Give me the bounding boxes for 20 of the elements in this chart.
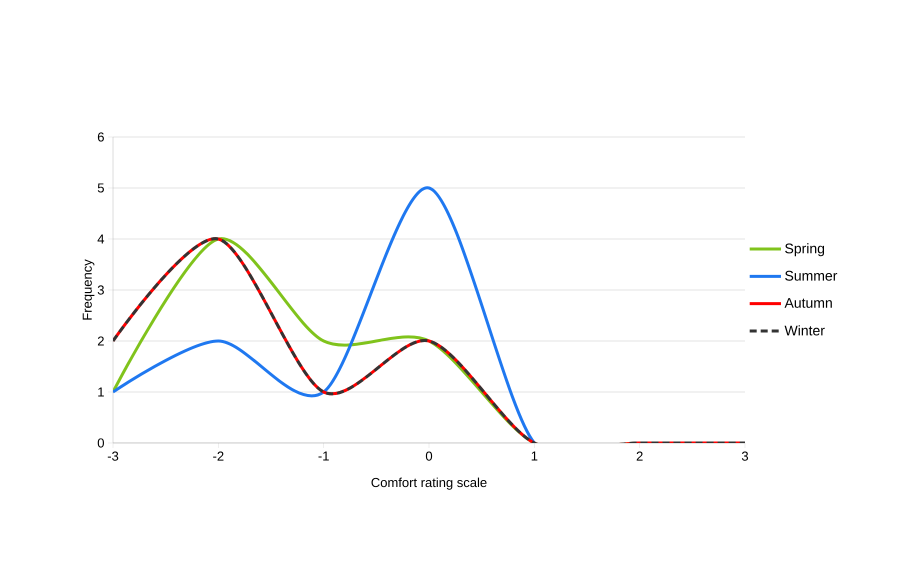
legend-label: Autumn [784,298,832,308]
y-tick-label: 0 [98,438,104,448]
y-tick-label: 5 [98,183,104,193]
x-tick-label: 3 [742,452,748,461]
y-tick-label: 6 [98,132,104,142]
x-tick-label: -2 [213,452,224,461]
y-tick-label: 2 [98,336,104,346]
x-tick-label: 2 [636,452,643,461]
legend-label: Spring [785,243,824,256]
y-tick-label: 3 [98,285,104,295]
y-tick-label: 4 [98,234,104,244]
legend-label: Winter [784,325,825,336]
x-tick-label: 0 [426,452,432,461]
legend-label: Summer [785,270,838,281]
y-axis-title: Frequency [82,259,94,320]
x-axis-title: Comfort rating scale [372,478,487,490]
y-tick-label: 1 [98,388,104,396]
x-tick-label: -1 [318,452,329,460]
x-tick-label: 1 [532,452,538,460]
x-tick-label: -3 [108,452,118,461]
